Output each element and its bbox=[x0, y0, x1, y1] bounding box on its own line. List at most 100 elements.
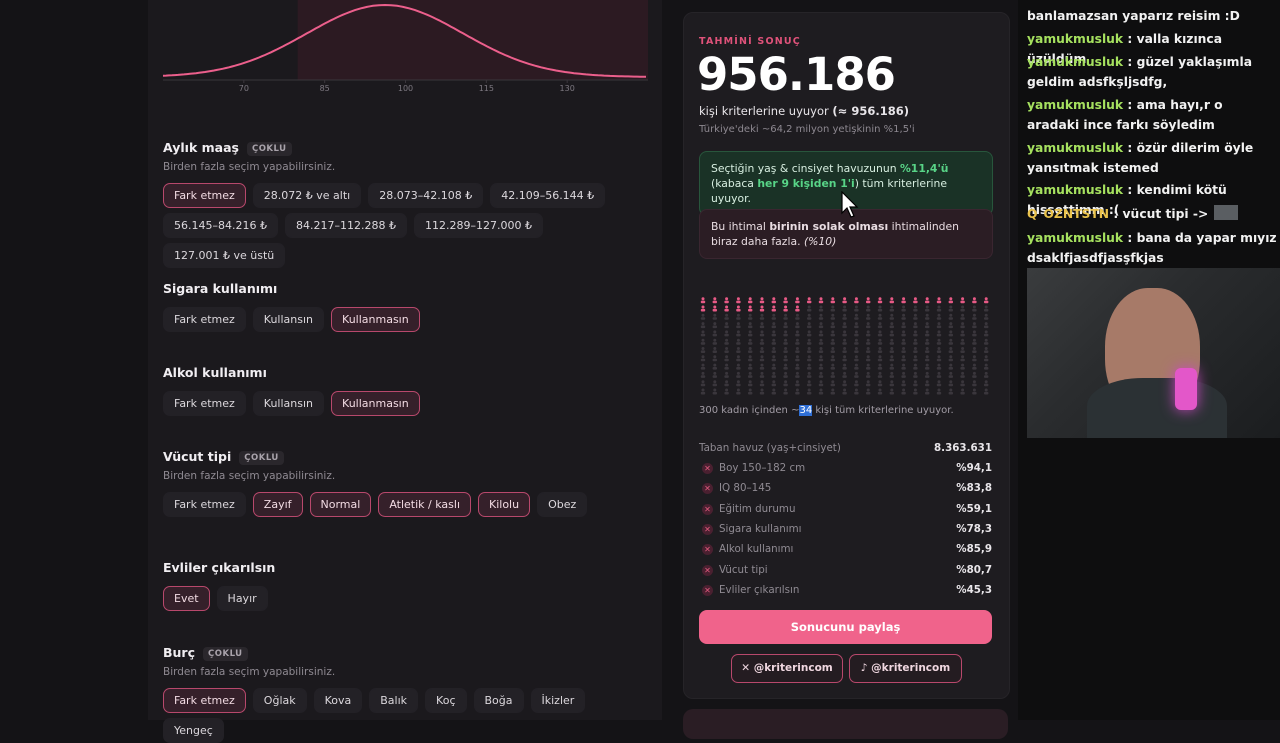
option-chip[interactable]: Atletik / kaslı bbox=[378, 492, 471, 517]
option-chip[interactable]: 84.217–112.288 ₺ bbox=[284, 213, 407, 238]
option-chip[interactable]: Fark etmez bbox=[163, 688, 246, 713]
head bbox=[972, 371, 976, 375]
body bbox=[736, 391, 741, 395]
option-chip[interactable]: Obez bbox=[537, 492, 588, 517]
share-button[interactable]: Sonucunu paylaş bbox=[699, 610, 992, 644]
option-chip[interactable]: Fark etmez bbox=[163, 391, 246, 416]
person bbox=[877, 355, 883, 362]
chat-message: banlamazsan yaparız reisim :D bbox=[1027, 6, 1277, 26]
body bbox=[712, 300, 717, 304]
head bbox=[725, 330, 729, 334]
head bbox=[984, 338, 988, 342]
head bbox=[760, 347, 764, 350]
option-chip[interactable]: 127.001 ₺ ve üstü bbox=[163, 243, 286, 268]
body bbox=[759, 308, 765, 312]
tiktok-link[interactable]: ♪ @kriterincom bbox=[849, 654, 962, 683]
head bbox=[878, 371, 882, 375]
option-chip[interactable]: Oğlak bbox=[252, 688, 307, 713]
person bbox=[724, 355, 729, 362]
head bbox=[937, 338, 941, 342]
head bbox=[902, 363, 906, 367]
option-chip[interactable]: Evet bbox=[163, 586, 210, 611]
head bbox=[843, 305, 847, 309]
body bbox=[972, 333, 977, 337]
option-chip[interactable]: Fark etmez bbox=[163, 183, 246, 208]
option-chip[interactable]: Kilolu bbox=[478, 492, 531, 517]
option-chip[interactable]: Kullanmasın bbox=[331, 307, 420, 332]
option-chip[interactable]: 112.289–127.000 ₺ bbox=[413, 213, 543, 238]
head bbox=[913, 363, 917, 367]
person bbox=[901, 380, 906, 387]
body bbox=[889, 350, 894, 353]
body bbox=[854, 358, 859, 362]
body bbox=[901, 317, 906, 320]
option-chip[interactable]: 56.145–84.216 ₺ bbox=[163, 213, 278, 238]
body bbox=[807, 358, 812, 362]
head bbox=[760, 322, 764, 326]
person bbox=[830, 313, 835, 320]
option-chip[interactable]: Kova bbox=[313, 688, 363, 713]
person bbox=[748, 380, 753, 387]
option-chip[interactable]: Kullanmasın bbox=[331, 391, 420, 416]
chat-message: yamukmusluk : kendimi kötü hissettimm :( bbox=[1027, 180, 1277, 220]
body bbox=[724, 325, 729, 329]
option-chip[interactable]: Zayıf bbox=[252, 492, 303, 517]
text: her 9 kişiden 1'i bbox=[757, 177, 855, 190]
head bbox=[925, 388, 929, 392]
option-chip[interactable]: Fark etmez bbox=[163, 492, 246, 517]
option-chip[interactable]: Koç bbox=[425, 688, 467, 713]
head bbox=[913, 371, 917, 375]
option-chip[interactable]: Kullansın bbox=[252, 391, 325, 416]
person bbox=[960, 355, 965, 362]
option-chip[interactable]: Kullansın bbox=[252, 307, 325, 332]
body bbox=[901, 300, 906, 304]
person bbox=[960, 380, 965, 387]
text: kişi tüm kriterlerine uyuyor. bbox=[812, 405, 954, 416]
head bbox=[961, 313, 965, 317]
body bbox=[948, 325, 953, 329]
body bbox=[854, 367, 859, 370]
option-chip[interactable]: İkizler bbox=[530, 688, 586, 713]
section-title: Vücut tipi bbox=[163, 449, 232, 464]
person bbox=[889, 363, 894, 370]
head bbox=[701, 297, 705, 301]
head bbox=[725, 388, 729, 392]
option-chip[interactable]: Balık bbox=[369, 688, 419, 713]
body bbox=[830, 350, 835, 353]
head bbox=[972, 305, 976, 309]
cursor bbox=[841, 191, 859, 218]
head bbox=[878, 347, 882, 350]
body bbox=[866, 308, 871, 312]
option-chip[interactable]: 42.109–56.144 ₺ bbox=[490, 183, 606, 208]
person bbox=[972, 313, 977, 320]
head bbox=[760, 380, 764, 384]
option-chip[interactable]: Yengeç bbox=[163, 718, 224, 743]
body bbox=[700, 358, 706, 362]
person bbox=[948, 380, 953, 387]
head bbox=[949, 355, 953, 359]
body bbox=[913, 358, 918, 362]
chip-row: Fark etmez 28.072 ₺ ve altı 28.073–42.108 … bbox=[163, 183, 653, 268]
head bbox=[760, 338, 764, 342]
option-chip[interactable]: 28.073–42.108 ₺ bbox=[368, 183, 484, 208]
option-chip[interactable]: 28.072 ₺ ve altı bbox=[252, 183, 362, 208]
head bbox=[937, 322, 941, 326]
person bbox=[736, 371, 741, 378]
body bbox=[830, 342, 835, 345]
body bbox=[866, 383, 871, 387]
option-chip[interactable]: Normal bbox=[309, 492, 372, 517]
option-chip[interactable]: Fark etmez bbox=[163, 307, 246, 332]
body bbox=[877, 367, 883, 370]
x-link[interactable]: ✕ @kriterincom bbox=[731, 654, 843, 683]
head bbox=[784, 355, 788, 359]
head bbox=[760, 313, 764, 317]
body bbox=[783, 317, 788, 320]
body bbox=[807, 375, 812, 378]
option-chip[interactable]: Boğa bbox=[473, 688, 524, 713]
body bbox=[925, 342, 930, 345]
body bbox=[736, 383, 741, 387]
person bbox=[842, 347, 847, 353]
head bbox=[807, 313, 811, 317]
person bbox=[913, 330, 918, 337]
option-chip[interactable]: Hayır bbox=[216, 586, 268, 611]
